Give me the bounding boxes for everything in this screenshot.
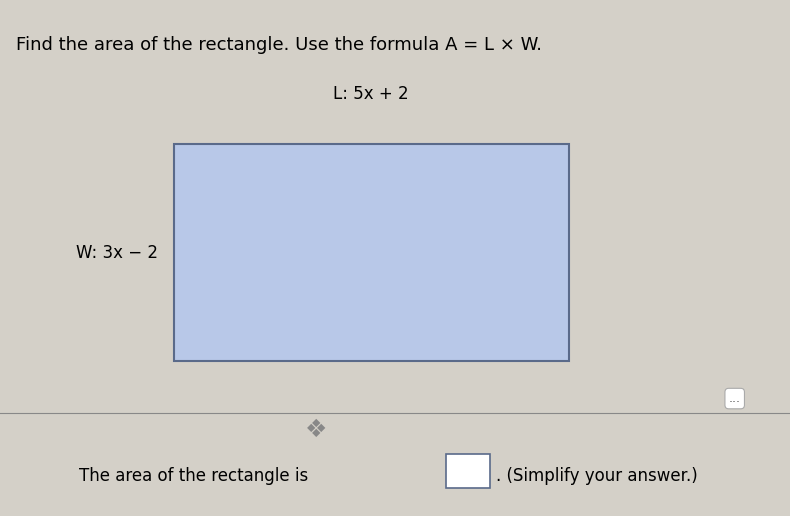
Text: L: 5x + 2: L: 5x + 2	[333, 85, 409, 103]
Text: . (Simplify your answer.): . (Simplify your answer.)	[496, 467, 698, 485]
FancyBboxPatch shape	[174, 144, 569, 361]
Text: ❖: ❖	[305, 418, 327, 442]
Text: Find the area of the rectangle. Use the formula A = L × W.: Find the area of the rectangle. Use the …	[16, 36, 542, 54]
Text: The area of the rectangle is: The area of the rectangle is	[79, 467, 314, 485]
Text: W: 3x − 2: W: 3x − 2	[76, 244, 158, 262]
FancyBboxPatch shape	[446, 454, 490, 488]
Text: ...: ...	[728, 392, 741, 405]
